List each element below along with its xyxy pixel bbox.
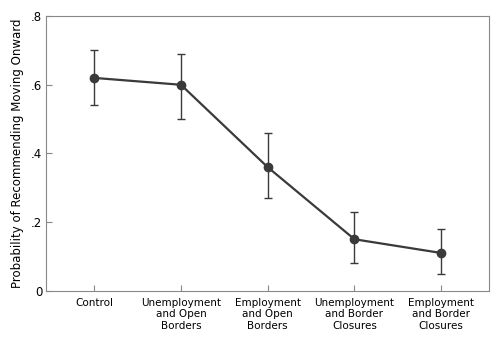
Y-axis label: Probability of Recommending Moving Onward: Probability of Recommending Moving Onwar… <box>11 19 24 288</box>
